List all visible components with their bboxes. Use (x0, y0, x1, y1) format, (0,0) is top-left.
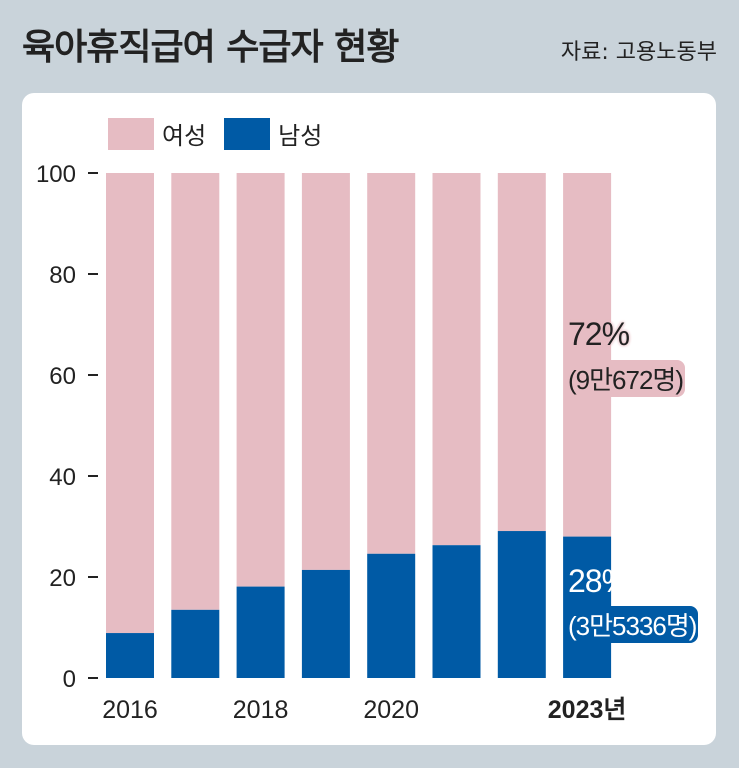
bar-male-2021 (432, 545, 481, 678)
bar-female-2017 (171, 173, 220, 610)
y-tick-label: 100 (36, 161, 76, 188)
bar-female-2016 (106, 173, 154, 634)
y-tick-label: 40 (49, 464, 76, 491)
annotation-male-count: (3만5336명) (566, 606, 699, 643)
annotation-female-count: (9만672명) (566, 360, 685, 397)
bar-male-2019 (301, 569, 350, 678)
legend-swatch-female (108, 117, 154, 150)
legend-label-female: 여성 (162, 122, 207, 150)
bar-male-2016 (106, 633, 154, 678)
bar-female-2021 (432, 173, 481, 546)
x-tick-label: 2020 (363, 696, 419, 724)
bar-female-2020 (367, 173, 416, 554)
bar-male-2022 (497, 531, 546, 678)
bar-male-2020 (367, 553, 416, 678)
legend-item-male: 남성 (224, 116, 322, 151)
y-tick-label: 60 (49, 363, 76, 390)
chart-title: 육아휴직급여 수급자 현황 (22, 27, 399, 68)
x-tick-label: 2023년 (548, 696, 627, 724)
bar-male-2018 (236, 586, 285, 678)
annotation-female-pct: 72% (568, 316, 630, 352)
source-note: 자료: 고용노동부 (560, 40, 717, 65)
annotation-male-pct: 28% (568, 563, 630, 599)
legend-label-male: 남성 (278, 122, 323, 150)
y-tick-label: 20 (49, 565, 76, 592)
legend-swatch-male (224, 117, 271, 150)
bar-female-2018 (236, 173, 285, 587)
x-tick-label: 2018 (233, 696, 289, 724)
bar-female-2019 (301, 173, 350, 570)
legend: 여성 남성 (108, 116, 340, 151)
bar-female-2022 (497, 173, 546, 532)
legend-item-female: 여성 (108, 116, 206, 151)
bar-female-2023 (563, 173, 612, 537)
bar-male-2017 (171, 609, 220, 678)
y-tick-label: 0 (63, 666, 76, 693)
y-tick-label: 80 (49, 262, 76, 289)
x-tick-label: 2016 (102, 696, 158, 724)
